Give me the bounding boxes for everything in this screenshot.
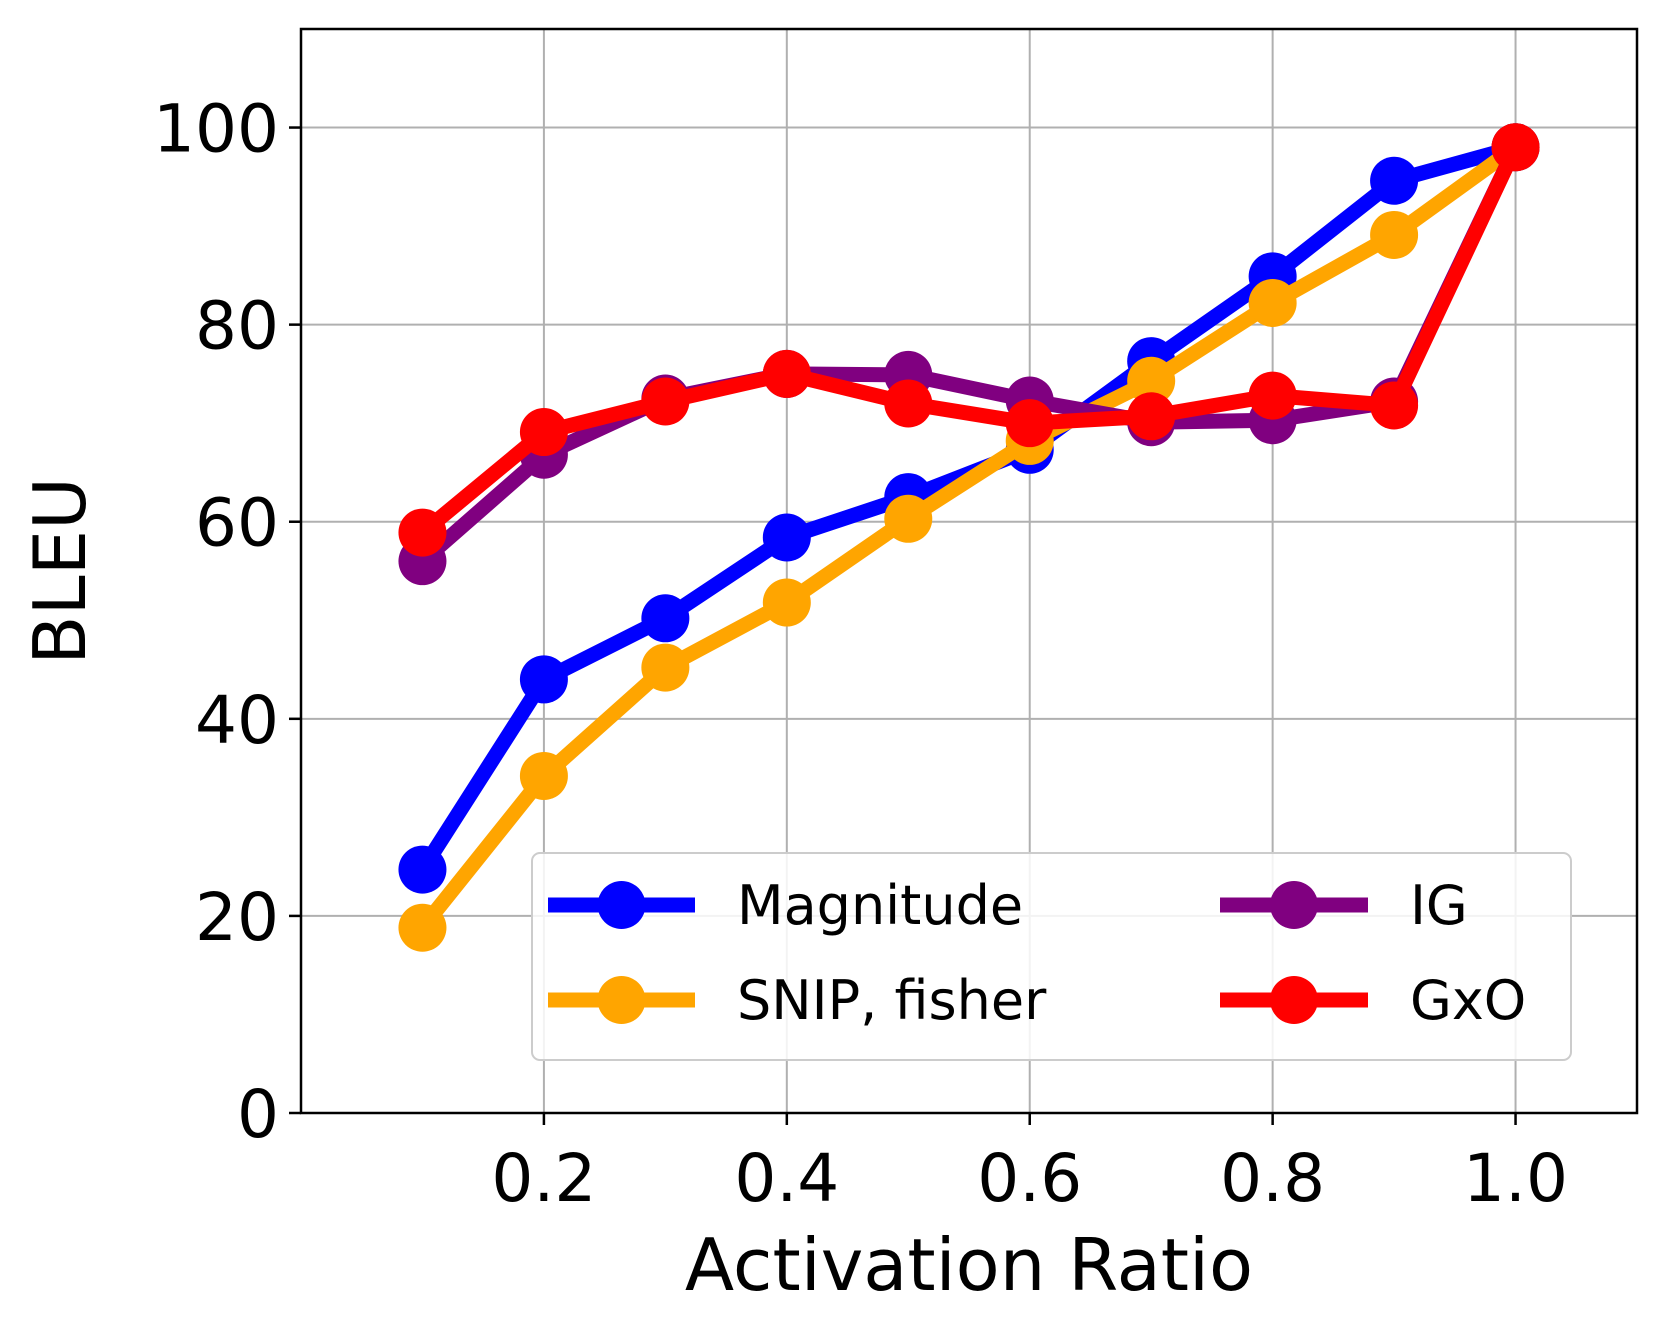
y-tick-label: 20 [195, 879, 279, 956]
data-point [1248, 371, 1297, 420]
x-tick-label: 0.8 [1220, 1140, 1325, 1217]
x-tick-label: 0.4 [734, 1140, 839, 1217]
legend-label: Magnitude [737, 874, 1023, 937]
y-tick-label: 60 [195, 485, 279, 562]
data-point [884, 494, 933, 543]
legend-marker [1270, 881, 1318, 929]
data-point [519, 408, 568, 457]
data-point [884, 379, 933, 428]
legend-label: IG [1410, 874, 1468, 937]
data-point [641, 643, 690, 692]
legend-item-snip-fisher: SNIP, fisher [548, 969, 1047, 1032]
data-point [762, 578, 811, 627]
data-point [762, 513, 811, 562]
data-point [519, 655, 568, 704]
legend-marker [597, 976, 646, 1024]
data-point [1005, 399, 1054, 448]
data-point [398, 903, 447, 952]
data-point [641, 594, 690, 643]
legend-marker [1270, 976, 1318, 1024]
plot-frame [299, 27, 1639, 1115]
legend-item-gxo: GxO [1220, 969, 1526, 1032]
x-tick-label: 1.0 [1463, 1140, 1568, 1217]
y-axis-label: BLEU [18, 477, 102, 665]
legend: Magnitude SNIP, fisher IG GxO [531, 852, 1572, 1061]
x-axis-label: Activation Ratio [685, 1223, 1253, 1307]
series-snip-fisher [398, 123, 1540, 952]
legend-item-ig: IG [1220, 874, 1468, 937]
series-line [414, 139, 1524, 541]
data-point [519, 751, 568, 800]
data-point [398, 508, 447, 557]
data-point [1127, 392, 1176, 441]
data-point [641, 377, 690, 426]
data-point [398, 845, 447, 894]
data-point [1370, 156, 1419, 205]
data-point [1127, 356, 1176, 405]
x-tick-label: 0.2 [491, 1140, 596, 1217]
legend-label: GxO [1410, 969, 1526, 1032]
y-tick-label: 80 [195, 288, 279, 365]
y-tick-label: 40 [195, 682, 279, 759]
y-tick-label: 0 [237, 1076, 279, 1153]
legend-marker [597, 881, 646, 929]
legend-item-magnitude: Magnitude [548, 874, 1023, 937]
series-line [414, 139, 1524, 569]
data-point [1491, 123, 1540, 172]
series-layer [398, 123, 1540, 952]
data-point [1370, 381, 1419, 430]
data-point [762, 349, 811, 398]
ticks: 0.2 0.4 0.6 0.8 1.0 0 20 40 60 80 100 [153, 91, 1568, 1217]
x-tick-label: 0.6 [977, 1140, 1082, 1217]
data-point [1248, 278, 1297, 327]
data-point [1370, 210, 1419, 259]
y-tick-label: 100 [153, 91, 279, 168]
series-gxo [398, 123, 1540, 557]
legend-label: SNIP, fisher [737, 969, 1047, 1032]
series-line [414, 139, 1524, 936]
